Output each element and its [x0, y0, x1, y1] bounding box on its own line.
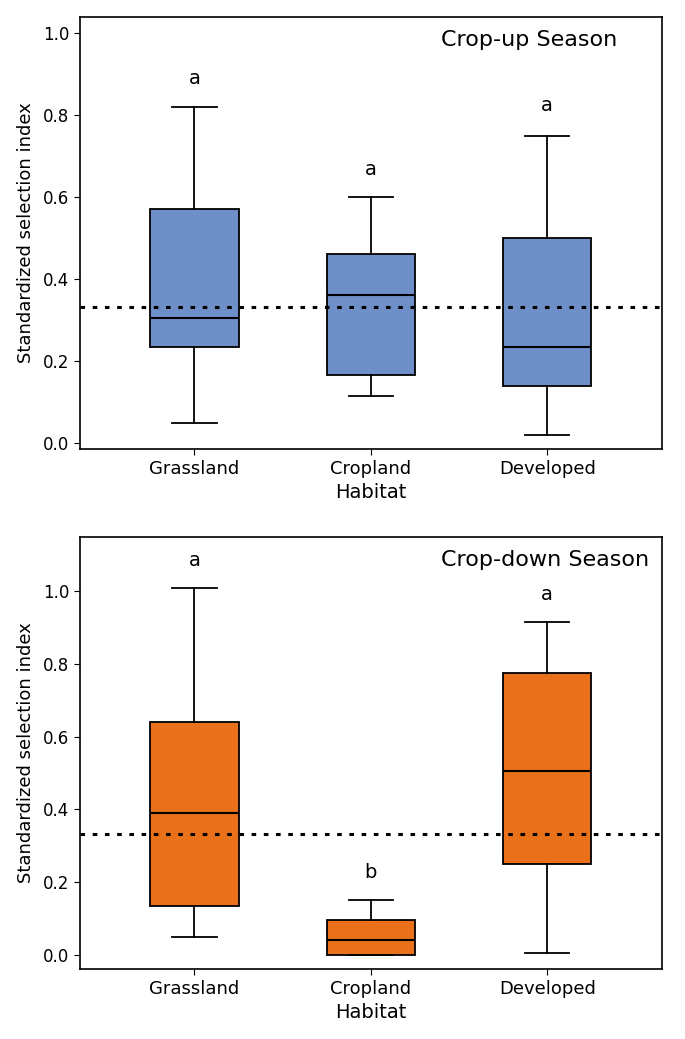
X-axis label: Habitat: Habitat: [335, 1004, 407, 1022]
Text: Crop-down Season: Crop-down Season: [440, 550, 649, 569]
PathPatch shape: [503, 673, 591, 864]
Text: a: a: [188, 551, 201, 569]
PathPatch shape: [150, 209, 238, 347]
PathPatch shape: [327, 921, 415, 955]
Y-axis label: Standardized selection index: Standardized selection index: [16, 103, 35, 364]
Text: a: a: [541, 96, 553, 115]
Text: a: a: [541, 585, 553, 604]
Text: b: b: [364, 863, 377, 882]
PathPatch shape: [327, 255, 415, 375]
X-axis label: Habitat: Habitat: [335, 483, 407, 502]
Text: a: a: [365, 160, 377, 179]
Text: Crop-up Season: Crop-up Season: [440, 30, 617, 50]
Y-axis label: Standardized selection index: Standardized selection index: [16, 622, 35, 883]
PathPatch shape: [503, 238, 591, 385]
Text: a: a: [188, 70, 201, 88]
PathPatch shape: [150, 722, 238, 906]
